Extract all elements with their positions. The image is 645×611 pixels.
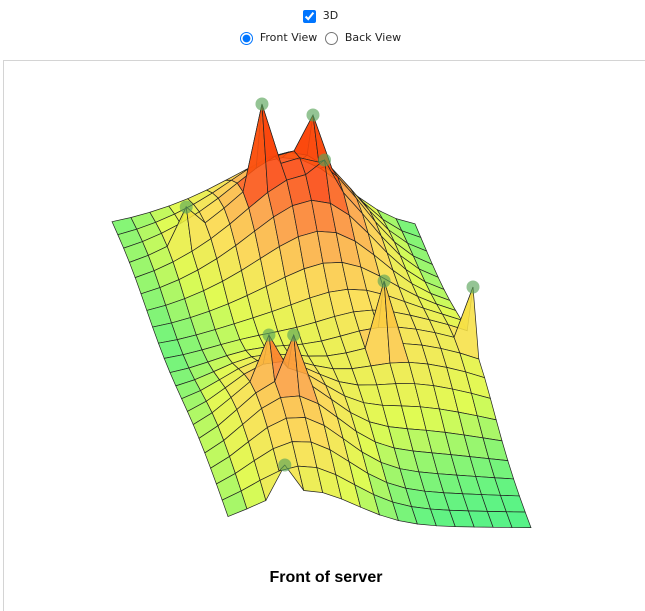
sensor-marker: [318, 153, 332, 167]
toggle-row: 3D: [0, 6, 645, 28]
3d-checkbox[interactable]: [302, 9, 316, 23]
controls: 3D Front View Back View: [0, 6, 645, 50]
sensor-marker: [278, 458, 292, 472]
chart-frame: [3, 60, 645, 611]
chart-title: Front of server: [270, 569, 383, 586]
sensor-marker: [466, 280, 480, 294]
sensor-marker: [287, 328, 301, 342]
surface-cell: [505, 511, 532, 528]
3d-label[interactable]: 3D: [322, 9, 339, 22]
sensor-marker: [306, 108, 320, 122]
back-label[interactable]: Back View: [344, 31, 402, 44]
sensor-marker: [255, 97, 269, 111]
front-radio[interactable]: [239, 31, 253, 45]
back-radio[interactable]: [324, 31, 338, 45]
sensor-marker: [377, 274, 391, 288]
sensor-marker: [262, 328, 276, 342]
sensor-marker: [179, 200, 193, 214]
view-row: Front View Back View: [0, 28, 645, 50]
front-label[interactable]: Front View: [259, 31, 318, 44]
